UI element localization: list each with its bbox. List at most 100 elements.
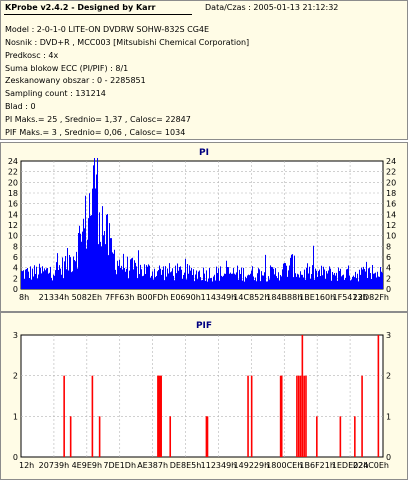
x-tick-label: 5082Eh bbox=[72, 293, 102, 302]
info-line-pi-stats: PI Maks.= 25 , Srednio= 1,37 , Calosc= 2… bbox=[5, 115, 191, 124]
y-tick-label-right: 24 bbox=[386, 157, 396, 166]
plot-area bbox=[20, 334, 384, 458]
pif-bar bbox=[377, 335, 380, 457]
y-tick-label-right: 20 bbox=[386, 178, 396, 187]
y-tick-label-right: 16 bbox=[386, 200, 396, 209]
x-tick-label: 114349h bbox=[201, 293, 237, 302]
x-tick-label: 1BE160h bbox=[299, 293, 335, 302]
y-tick-label-right: 2 bbox=[386, 274, 391, 283]
info-line-predkosc: Predkosc : 4x bbox=[5, 51, 59, 60]
app-title: KProbe v2.4.2 - Designed by Karr bbox=[5, 3, 156, 12]
pif-bar bbox=[279, 375, 282, 457]
x-tick-label: 21334h bbox=[39, 293, 70, 302]
y-tick-label-right: 0 bbox=[386, 453, 391, 462]
y-tick-label-left: 0 bbox=[13, 285, 18, 294]
info-line-blad: Blad : 0 bbox=[5, 102, 36, 111]
x-tick-label: 112349h bbox=[201, 461, 237, 470]
pif-bar bbox=[69, 416, 72, 457]
pif-bar bbox=[247, 375, 249, 457]
info-line-obszar: Zeskanowany obszar : 0 - 2285851 bbox=[5, 76, 146, 85]
pif-bar bbox=[250, 375, 253, 457]
y-tick-label-right: 8 bbox=[386, 242, 391, 251]
y-tick-label-right: 2 bbox=[386, 372, 391, 381]
info-line-sampling: Sampling count : 131214 bbox=[5, 89, 106, 98]
pif-bar bbox=[339, 416, 342, 457]
pif-bar bbox=[157, 375, 159, 457]
info-line-nosnik: Nosnik : DVD+R , MCC003 [Mitsubishi Chem… bbox=[5, 38, 250, 47]
title-underline bbox=[4, 14, 192, 15]
y-tick-label-right: 18 bbox=[386, 189, 396, 198]
y-tick-label-left: 3 bbox=[13, 331, 18, 340]
pif-bar bbox=[206, 416, 209, 457]
y-tick-label-left: 2 bbox=[13, 372, 18, 381]
x-tick-label: 8h bbox=[19, 293, 29, 302]
x-tick-label: B00FDh bbox=[137, 293, 169, 302]
pif-bar bbox=[301, 335, 304, 457]
x-tick-label: 224C0Eh bbox=[353, 461, 389, 470]
pif-bar bbox=[354, 416, 356, 457]
pif-bar bbox=[159, 375, 161, 457]
y-tick-label-right: 10 bbox=[386, 232, 396, 241]
pif-chart-panel: PIF 0 0 1 1 2 2 3 3 12h 20739h 4E9E9h 7DE1Dh AE387h DE… bbox=[0, 312, 408, 480]
pif-bar bbox=[303, 375, 305, 457]
y-tick-label-right: 3 bbox=[386, 331, 391, 340]
pif-bar bbox=[158, 375, 160, 457]
chart-title: PI bbox=[199, 148, 209, 158]
x-tick-label: 1800CEh bbox=[266, 461, 302, 470]
y-tick-label-right: 12 bbox=[386, 221, 396, 230]
y-tick-label-right: 0 bbox=[386, 285, 391, 294]
x-tick-label: 7DE1Dh bbox=[103, 461, 136, 470]
pif-chart: PIF 0 0 1 1 2 2 3 3 12h 20739h 4E9E9h 7DE1Dh AE387h DE… bbox=[13, 321, 391, 470]
y-tick-label-left: 24 bbox=[8, 157, 18, 166]
info-panel: KProbe v2.4.2 - Designed by Karr Data/Cz… bbox=[0, 0, 408, 140]
y-tick-label-left: 6 bbox=[13, 253, 18, 262]
pif-bar bbox=[296, 375, 298, 457]
y-tick-label-left: 16 bbox=[8, 200, 18, 209]
x-tick-label: 22D82Fh bbox=[353, 293, 389, 302]
y-tick-label-right: 6 bbox=[386, 253, 391, 262]
pif-bar bbox=[205, 416, 208, 457]
pif-bar bbox=[361, 375, 363, 457]
x-tick-label: 1F5413h bbox=[333, 293, 368, 302]
y-tick-label-left: 22 bbox=[8, 168, 18, 177]
y-tick-label-left: 18 bbox=[8, 189, 18, 198]
info-line-pif-stats: PIF Maks.= 3 , Srednio= 0,06 , Calosc= 1… bbox=[5, 128, 186, 137]
x-tick-label: 4E9E9h bbox=[72, 461, 102, 470]
y-tick-label-right: 14 bbox=[386, 210, 396, 219]
y-tick-label-right: 22 bbox=[386, 168, 396, 177]
pif-bar bbox=[91, 375, 94, 457]
y-tick-label-left: 1 bbox=[13, 412, 18, 421]
x-tick-label: 1B6F21h bbox=[299, 461, 335, 470]
y-tick-label-right: 4 bbox=[386, 264, 391, 273]
y-tick-label-left: 8 bbox=[13, 242, 18, 251]
y-tick-label-left: 2 bbox=[13, 274, 18, 283]
pif-bar bbox=[280, 375, 283, 457]
pi-series bbox=[21, 158, 383, 289]
chart-title: PIF bbox=[196, 321, 212, 331]
y-tick-label-left: 0 bbox=[13, 453, 18, 462]
pif-bar bbox=[297, 375, 300, 457]
x-tick-label: 149229h bbox=[234, 461, 270, 470]
y-tick-label-left: 4 bbox=[13, 264, 18, 273]
x-tick-label: 12h bbox=[19, 461, 34, 470]
y-tick-label-left: 14 bbox=[8, 210, 18, 219]
pif-bar bbox=[169, 416, 172, 457]
x-tick-label: 14C852h bbox=[233, 293, 269, 302]
x-tick-label: AE387h bbox=[137, 461, 168, 470]
info-line-model: Model : 2-0-1-0 LITE-ON DVDRW SOHW-832S … bbox=[5, 25, 210, 34]
pi-chart-panel: PI 0 0 2 2 4 4 6 6 8 8 10 10 12 12 14 14 16 16 18 18 20 20 22 22… bbox=[0, 142, 408, 312]
pif-bar bbox=[63, 375, 65, 457]
y-tick-label-right: 1 bbox=[386, 412, 391, 421]
x-tick-label: 20739h bbox=[39, 461, 70, 470]
datetime-label: Data/Czas : 2005-01-13 21:12:32 bbox=[205, 3, 339, 12]
pif-bar bbox=[305, 375, 307, 457]
x-tick-label: E0690h bbox=[170, 293, 200, 302]
x-tick-label: DE8E5h bbox=[170, 461, 202, 470]
pif-bar bbox=[299, 375, 302, 457]
x-tick-label: 7FF63h bbox=[105, 293, 135, 302]
pif-bar bbox=[98, 416, 101, 457]
info-line-suma: Suma blokow ECC (PI/PIF) : 8/1 bbox=[5, 64, 129, 73]
x-tick-label: 1EDE02h bbox=[332, 461, 369, 470]
y-tick-label-left: 12 bbox=[8, 221, 18, 230]
